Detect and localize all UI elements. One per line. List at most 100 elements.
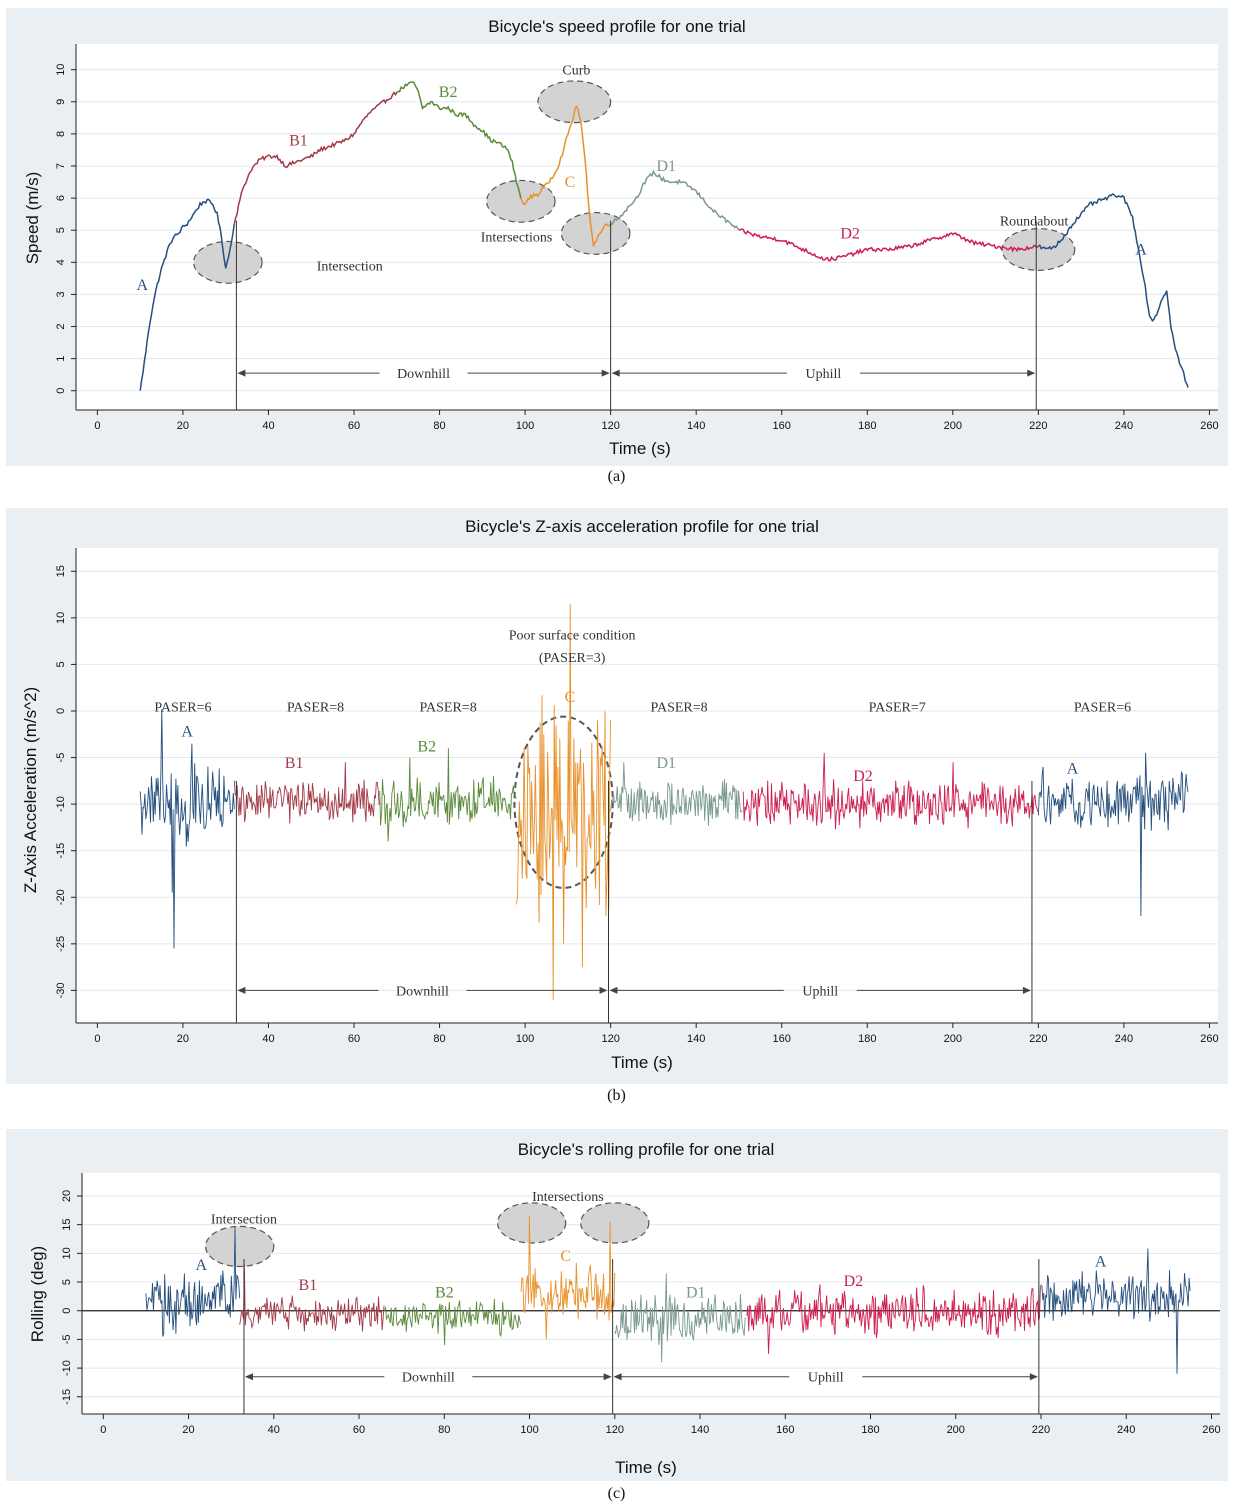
y-tick-label: -15 xyxy=(55,843,67,859)
x-tick-label: 200 xyxy=(947,1424,965,1436)
x-tick-label: 220 xyxy=(1032,1424,1050,1436)
x-tick-label: 100 xyxy=(520,1424,538,1436)
series-line-b1 xyxy=(233,91,398,224)
y-tick-label: 0 xyxy=(55,708,67,714)
caption-b: (b) xyxy=(607,1087,626,1104)
segment-label: A xyxy=(1067,761,1079,778)
y-tick-label: -5 xyxy=(55,753,67,763)
caption-a: (a) xyxy=(607,468,626,485)
y-tick-label: 3 xyxy=(55,291,67,297)
series-line-a xyxy=(1040,1248,1191,1374)
x-tick-label: 200 xyxy=(944,1033,962,1045)
segment-label: A xyxy=(1095,1253,1107,1270)
annotation-label: PASER=6 xyxy=(154,700,211,715)
x-tick-label: 0 xyxy=(94,420,100,432)
plot-area: 20 15 10 5 0 -5 -10 -15 0 20 40 60 80 100 120 140 160 180… xyxy=(61,1173,1221,1436)
arrow-head-right xyxy=(1022,986,1031,994)
downhill-label: Downhill xyxy=(397,367,450,382)
series-line-d2 xyxy=(742,752,1039,830)
series-line-b2 xyxy=(384,1298,522,1346)
y-tick-label: 15 xyxy=(61,1219,73,1231)
y-tick-label: 15 xyxy=(55,565,67,577)
segment-label: D2 xyxy=(844,1273,864,1290)
annotation-label: Curb xyxy=(562,64,590,79)
highlight-ellipse xyxy=(205,1225,275,1268)
chart-panel-speed: 0 1 2 3 4 5 6 7 8 9 10 0 20 40 60 80 100 120 140 160 180 200 2… xyxy=(6,8,1228,466)
annotation-label: PASER=8 xyxy=(287,700,344,715)
series-line-b1 xyxy=(233,762,380,824)
series-line-d1 xyxy=(614,1273,747,1363)
uphill-label: Uphill xyxy=(808,1371,844,1386)
y-tick-label: 10 xyxy=(55,64,67,76)
segment-label: A xyxy=(1135,241,1147,258)
y-tick-label: 8 xyxy=(55,131,67,137)
series-line-d1 xyxy=(610,762,743,826)
segment-label: B2 xyxy=(417,738,436,755)
rolling-chart: 20 15 10 5 0 -5 -10 -15 0 20 40 60 80 100 120 140 160 180… xyxy=(28,1140,1221,1477)
arrow-head-left xyxy=(237,986,246,994)
y-tick-label: 4 xyxy=(55,259,67,265)
segment-label: B1 xyxy=(299,1277,318,1294)
segment-label: A xyxy=(181,723,193,740)
arrow-head-right xyxy=(1027,369,1036,377)
x-tick-label: 180 xyxy=(861,1424,879,1436)
segment-label: D1 xyxy=(656,158,676,175)
x-tick-label: 120 xyxy=(601,1033,619,1045)
x-tick-label: 260 xyxy=(1200,420,1218,432)
series-line-a xyxy=(145,1227,241,1337)
y-tick-label: 9 xyxy=(55,99,67,105)
series-line-a xyxy=(1037,752,1189,916)
x-tick-label: 100 xyxy=(516,420,534,432)
x-tick-label: 20 xyxy=(177,420,189,432)
y-tick-label: 10 xyxy=(55,612,67,624)
arrow-head-left xyxy=(611,369,620,377)
x-tick-label: 20 xyxy=(182,1424,194,1436)
segment-label: A xyxy=(137,277,149,294)
arrow-head-left xyxy=(609,986,618,994)
series-line-d2 xyxy=(738,228,1039,262)
y-tick-label: -20 xyxy=(55,889,67,905)
segment-label: B2 xyxy=(439,84,458,101)
segment-label: A xyxy=(196,1257,208,1274)
chart-title: Bicycle's rolling profile for one trial xyxy=(518,1140,774,1159)
y-axis-label: Rolling (deg) xyxy=(28,1246,47,1342)
x-tick-label: 80 xyxy=(438,1424,450,1436)
x-tick-label: 60 xyxy=(353,1424,365,1436)
chart-title: Bicycle's Z-axis acceleration profile fo… xyxy=(465,517,819,536)
annotation-label: PASER=8 xyxy=(650,700,707,715)
annotation-label: Intersections xyxy=(481,231,553,246)
caption-c: (c) xyxy=(607,1485,626,1502)
x-tick-label: 0 xyxy=(100,1424,106,1436)
annotation-label: (PASER=3) xyxy=(539,651,606,666)
y-tick-label: 0 xyxy=(61,1308,73,1314)
segment-label: D2 xyxy=(840,225,860,242)
x-tick-label: 40 xyxy=(262,1033,274,1045)
y-tick-label: -15 xyxy=(61,1389,73,1405)
x-tick-label: 180 xyxy=(858,1033,876,1045)
x-tick-label: 100 xyxy=(516,1033,534,1045)
plot-background xyxy=(76,548,1218,1023)
y-tick-label: -30 xyxy=(55,982,67,998)
series-line-a xyxy=(139,198,236,391)
arrow-head-right xyxy=(603,1373,612,1381)
series-line-c xyxy=(520,105,612,247)
segment-label: B2 xyxy=(435,1284,454,1301)
x-tick-label: 240 xyxy=(1117,1424,1135,1436)
x-tick-label: 160 xyxy=(773,420,791,432)
series-line-b2 xyxy=(379,748,517,842)
x-tick-label: 260 xyxy=(1202,1424,1220,1436)
x-axis-label: Time (s) xyxy=(611,1053,673,1072)
plot-background xyxy=(76,44,1218,410)
y-tick-label: 6 xyxy=(55,195,67,201)
y-tick-label: 5 xyxy=(55,227,67,233)
x-tick-label: 200 xyxy=(944,420,962,432)
segment-label: C xyxy=(560,1248,571,1265)
x-tick-label: 240 xyxy=(1115,420,1133,432)
x-tick-label: 120 xyxy=(606,1424,624,1436)
y-tick-label: 5 xyxy=(61,1279,73,1285)
highlight-ellipse xyxy=(1001,228,1076,271)
x-tick-label: 220 xyxy=(1029,1033,1047,1045)
y-tick-label: -10 xyxy=(55,796,67,812)
